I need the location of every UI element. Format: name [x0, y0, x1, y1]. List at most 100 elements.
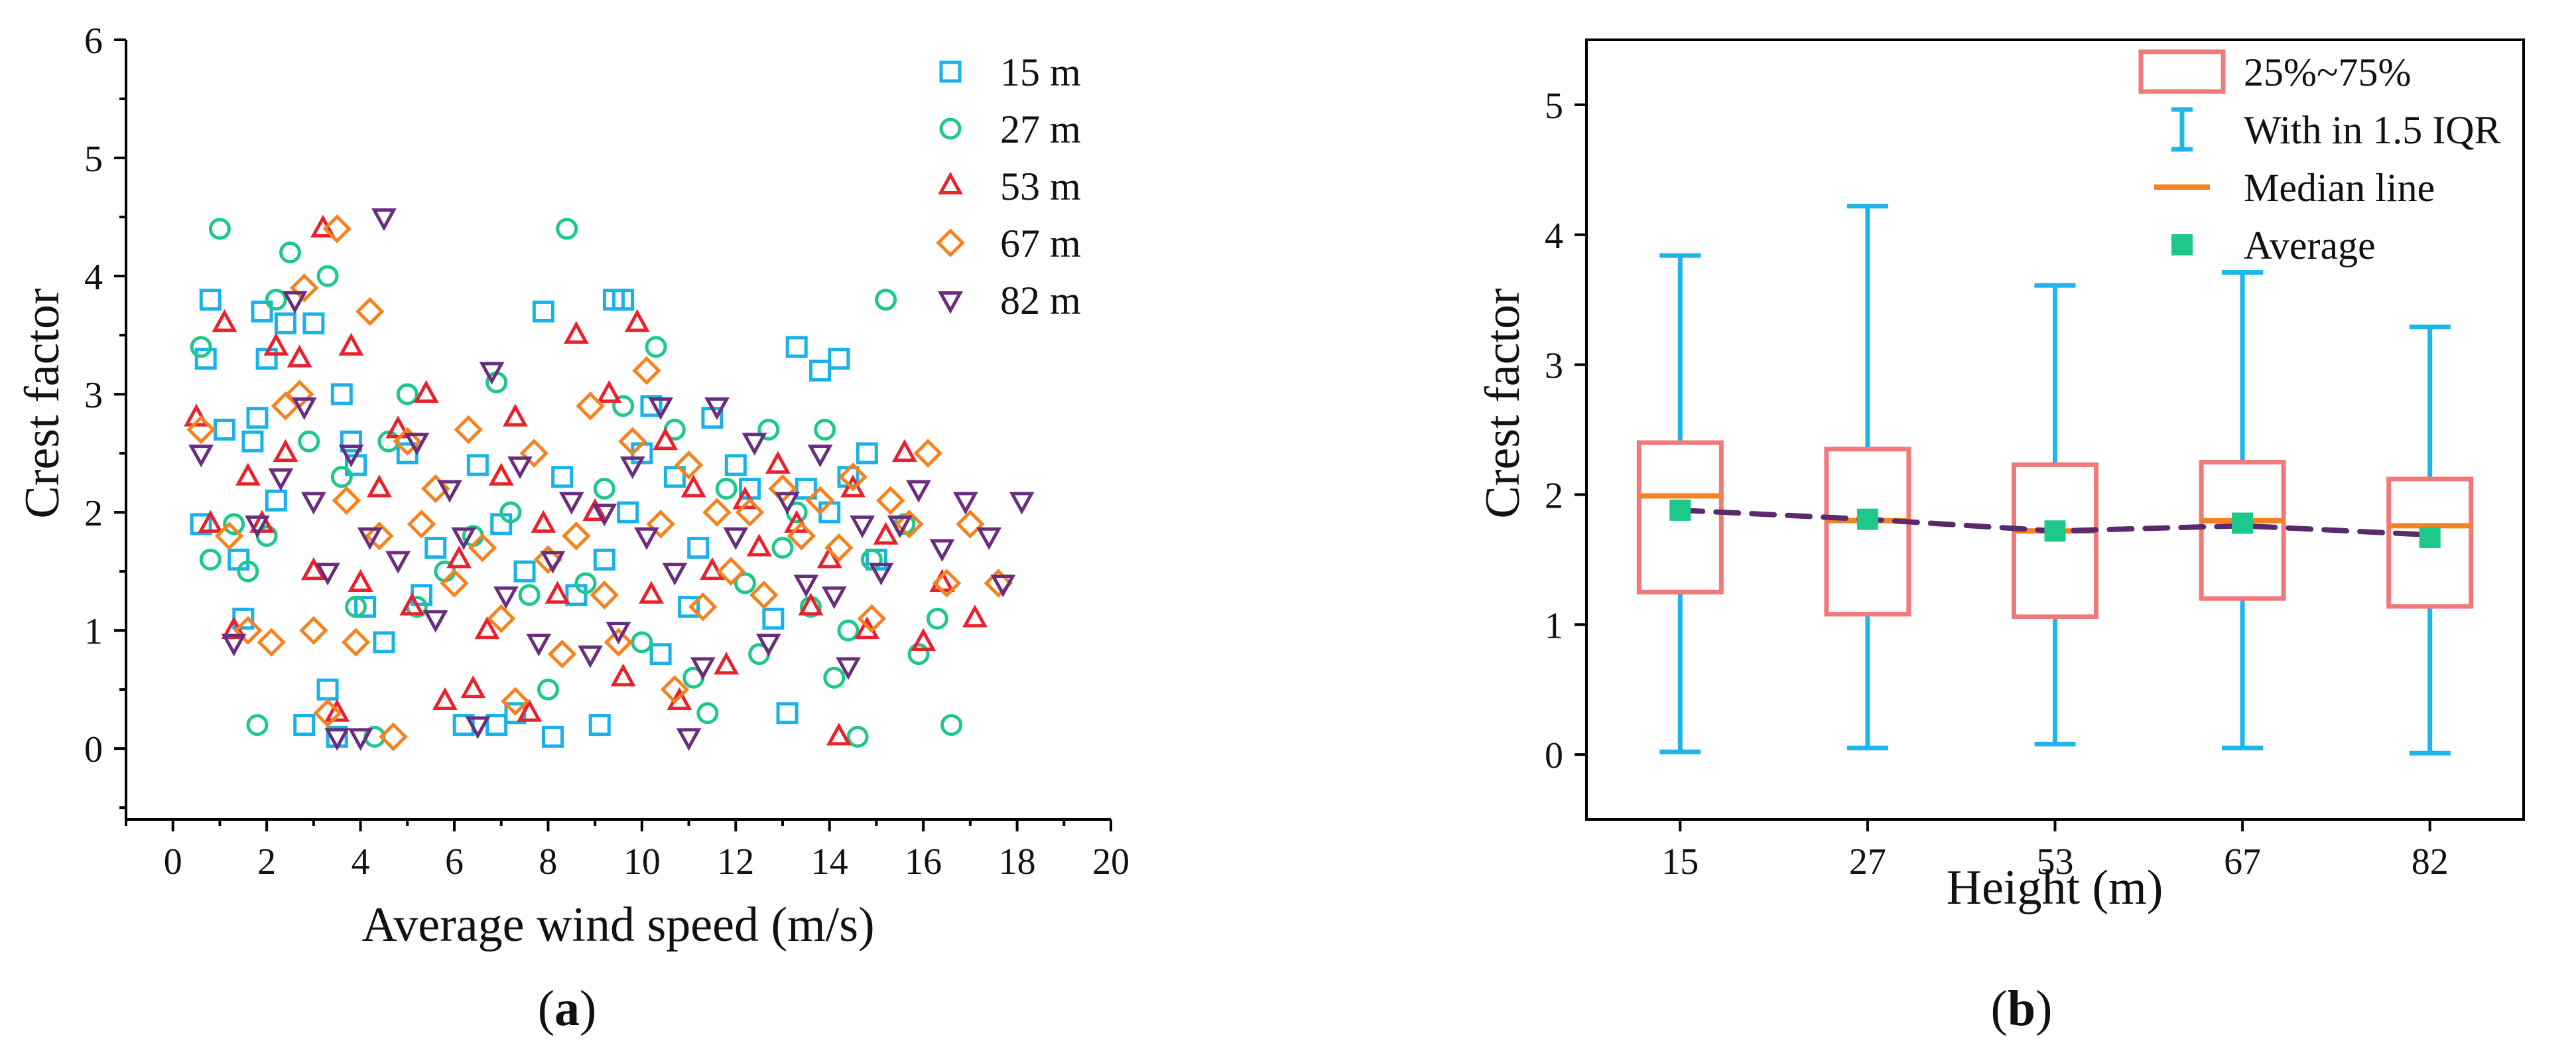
data-point — [984, 569, 1013, 598]
data-point — [660, 675, 690, 704]
legend-marker — [938, 171, 963, 194]
data-point — [640, 395, 663, 417]
legend-label: 25%~75% — [2244, 50, 2411, 94]
data-point — [223, 513, 245, 535]
data-point — [513, 560, 536, 583]
data-point — [814, 419, 836, 441]
data-point — [354, 596, 377, 618]
x-tick-label: 67 — [2224, 841, 2261, 882]
data-point — [696, 702, 719, 725]
data-point — [676, 728, 702, 751]
data-point — [486, 604, 516, 634]
data-point — [282, 291, 308, 314]
data-point — [838, 462, 868, 492]
data-point — [212, 309, 237, 332]
data-point — [407, 510, 436, 539]
data-point — [273, 439, 298, 462]
data-point — [875, 289, 897, 311]
data-point — [300, 557, 326, 581]
x-tick-label: 27 — [1849, 841, 1886, 882]
data-point — [653, 427, 678, 451]
data-point — [891, 439, 917, 462]
iqr-box — [1824, 447, 1911, 617]
data-point — [537, 678, 559, 701]
x-tick-label: 15 — [1661, 841, 1699, 882]
data-point — [723, 527, 749, 550]
data-point — [648, 397, 674, 421]
data-point — [755, 633, 781, 657]
data-point — [836, 657, 861, 680]
data-point — [617, 427, 647, 457]
data-point — [749, 581, 779, 610]
data-point — [704, 397, 730, 421]
data-point — [373, 631, 395, 654]
data-point — [911, 628, 936, 651]
data-point — [413, 380, 439, 403]
data-point — [962, 604, 988, 628]
data-point — [860, 548, 883, 571]
data-point — [582, 498, 608, 522]
data-point — [556, 218, 578, 240]
data-point — [186, 415, 216, 445]
data-point — [488, 462, 514, 486]
box-group — [2012, 283, 2098, 746]
data-point — [823, 666, 846, 689]
data-point — [590, 581, 619, 610]
data-point — [255, 348, 278, 370]
y-tick-label: 3 — [84, 375, 103, 416]
data-point — [291, 397, 317, 421]
data-point — [578, 645, 604, 669]
data-point — [377, 430, 400, 453]
x-tick-label: 6 — [445, 841, 464, 882]
data-point — [485, 714, 508, 737]
y-tick-label: 6 — [84, 21, 103, 62]
data-point — [517, 699, 543, 722]
y-tick-label: 4 — [84, 257, 103, 298]
legend-mean-swatch — [2171, 234, 2193, 255]
data-point — [479, 362, 505, 385]
data-point — [762, 607, 785, 630]
panel-label-a: (a) — [538, 981, 597, 1036]
data-point — [593, 478, 615, 500]
data-point — [446, 545, 472, 569]
data-point — [465, 716, 491, 739]
data-point — [976, 527, 1002, 550]
data-point — [214, 521, 244, 551]
data-point — [507, 456, 533, 480]
data-point — [715, 478, 738, 500]
mean-marker — [1669, 499, 1691, 521]
data-point — [624, 309, 650, 332]
data-point — [906, 480, 932, 503]
data-point — [662, 563, 688, 586]
data-point — [856, 442, 878, 464]
box-group — [2199, 270, 2286, 750]
data-point — [702, 498, 732, 527]
data-point — [699, 557, 725, 581]
x-tick-label: 53 — [2037, 841, 2074, 882]
y-tick-label: 2 — [1545, 475, 1563, 516]
data-point — [245, 515, 270, 539]
data-point — [474, 616, 500, 640]
data-point — [809, 359, 832, 382]
data-point — [499, 501, 522, 524]
data-point — [887, 515, 913, 539]
data-point — [293, 714, 316, 737]
data-point — [330, 466, 353, 488]
data-point — [518, 584, 541, 606]
data-point — [454, 415, 483, 445]
data-point — [734, 572, 756, 595]
data-point — [246, 407, 269, 429]
x-tick-label: 0 — [164, 841, 182, 882]
data-point — [322, 214, 352, 244]
data-point — [619, 456, 645, 480]
data-point — [649, 643, 672, 666]
data-point — [674, 451, 704, 480]
data-point — [190, 336, 212, 358]
legend-marker — [939, 60, 962, 83]
data-point — [424, 537, 447, 559]
legend-marker — [938, 291, 963, 315]
data-point — [551, 466, 574, 488]
data-point — [735, 498, 765, 527]
data-point — [816, 545, 842, 569]
